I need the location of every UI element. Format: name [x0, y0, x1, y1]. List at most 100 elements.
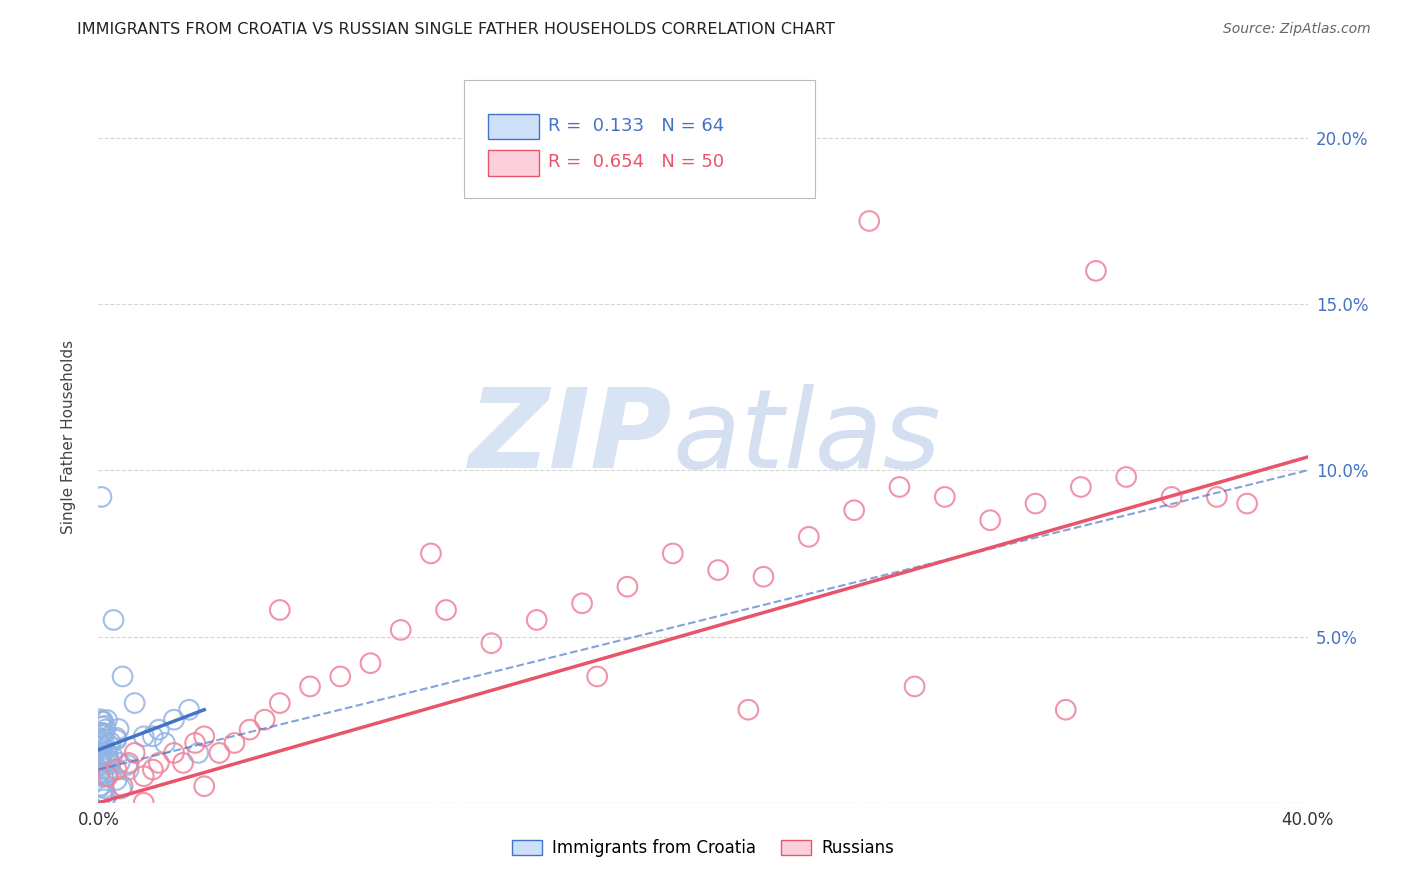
Point [96, 789, 118, 803]
Point [193, 729, 215, 743]
Point [90, 720, 112, 734]
FancyBboxPatch shape [464, 80, 815, 198]
Point [118, 763, 141, 777]
Point [752, 570, 775, 584]
Point [889, 480, 911, 494]
Point [91, 788, 114, 802]
Point [132, 729, 155, 743]
Point [89, 779, 111, 793]
Point [179, 703, 201, 717]
Point [87, 766, 110, 780]
Point [93, 734, 115, 748]
Point [360, 656, 382, 670]
Point [93, 785, 115, 799]
Point [93, 758, 115, 772]
Point [90, 714, 112, 729]
Point [187, 746, 209, 760]
Point [571, 596, 593, 610]
Point [96, 765, 118, 780]
Point [1070, 480, 1092, 494]
Point [979, 513, 1001, 527]
Point [87, 733, 110, 747]
Point [100, 736, 122, 750]
Point [91, 728, 114, 742]
Point [1206, 490, 1229, 504]
Point [224, 736, 246, 750]
Point [124, 746, 146, 760]
Point [661, 546, 683, 560]
Point [1024, 497, 1046, 511]
Point [94, 719, 117, 733]
Point [253, 713, 276, 727]
Point [526, 613, 548, 627]
Point [132, 769, 155, 783]
Point [148, 756, 170, 770]
Point [98, 757, 121, 772]
Point [96, 713, 118, 727]
Point [239, 723, 262, 737]
Point [858, 214, 880, 228]
Point [94, 723, 117, 737]
Point [105, 763, 128, 777]
Text: IMMIGRANTS FROM CROATIA VS RUSSIAN SINGLE FATHER HOUSEHOLDS CORRELATION CHART: IMMIGRANTS FROM CROATIA VS RUSSIAN SINGL… [77, 22, 835, 37]
Point [90, 743, 112, 757]
Point [97, 764, 120, 778]
Point [98, 754, 121, 768]
Point [208, 746, 231, 760]
Point [420, 546, 443, 560]
Point [89, 767, 111, 781]
Point [389, 623, 412, 637]
Point [184, 736, 207, 750]
Point [96, 746, 118, 760]
Point [172, 756, 194, 770]
Point [132, 796, 155, 810]
Point [87, 753, 110, 767]
Point [91, 739, 114, 754]
FancyBboxPatch shape [488, 150, 538, 176]
Point [1160, 490, 1182, 504]
Point [97, 749, 120, 764]
Point [299, 680, 322, 694]
Point [797, 530, 820, 544]
Point [111, 779, 134, 793]
Point [89, 780, 111, 795]
Point [148, 723, 170, 737]
Point [93, 754, 115, 768]
Point [90, 748, 112, 763]
Point [1054, 703, 1077, 717]
Point [91, 714, 114, 728]
Point [434, 603, 457, 617]
Point [111, 669, 134, 683]
Point [586, 669, 609, 683]
Point [97, 753, 120, 767]
Text: atlas: atlas [672, 384, 942, 491]
Point [142, 729, 165, 743]
Point [90, 490, 112, 504]
Text: R =  0.654   N = 50: R = 0.654 N = 50 [548, 153, 724, 171]
Point [90, 728, 112, 742]
Point [329, 669, 352, 683]
Point [844, 503, 866, 517]
Point [107, 722, 129, 736]
Point [1236, 497, 1258, 511]
Point [269, 603, 291, 617]
Point [90, 726, 112, 740]
Point [96, 769, 118, 783]
Point [91, 756, 114, 770]
Point [616, 580, 638, 594]
FancyBboxPatch shape [488, 114, 538, 139]
Point [904, 680, 927, 694]
Point [105, 772, 128, 787]
Point [91, 770, 114, 784]
Point [93, 781, 115, 796]
Point [193, 779, 215, 793]
Point [269, 696, 291, 710]
Y-axis label: Single Father Households: Single Father Households [62, 340, 76, 534]
Point [105, 732, 128, 747]
Point [89, 752, 111, 766]
Point [90, 736, 112, 750]
Point [91, 767, 114, 781]
Point [163, 746, 186, 760]
Point [153, 736, 176, 750]
Point [142, 763, 165, 777]
